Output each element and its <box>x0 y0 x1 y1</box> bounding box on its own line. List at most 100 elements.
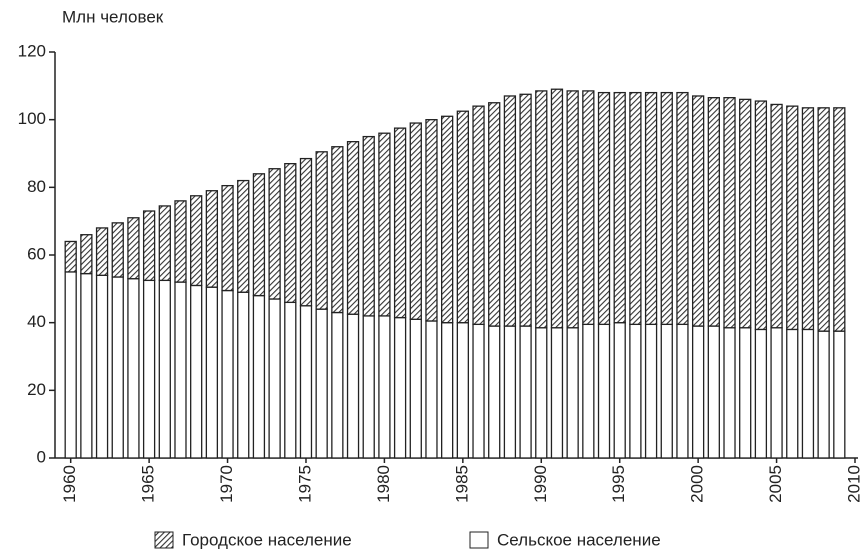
bar-segment <box>613 322 626 459</box>
bar-segment <box>158 279 171 459</box>
bar-segment <box>660 91 673 326</box>
bar-segment <box>754 100 768 331</box>
legend-label: Сельское население <box>497 530 661 549</box>
bar-segment <box>221 289 234 459</box>
y-tick-label: 40 <box>27 312 46 331</box>
bar-segment <box>582 323 595 459</box>
bar-segment <box>739 98 752 329</box>
bar-segment <box>331 146 344 314</box>
bar-segment <box>597 91 611 326</box>
bar-segment <box>817 107 830 332</box>
y-axis-label: Млн человек <box>62 7 164 26</box>
bar-segment <box>190 284 203 459</box>
bar-segment <box>660 323 673 459</box>
bar-segment <box>472 323 485 459</box>
bar-segment <box>535 90 548 329</box>
bar-segment <box>519 325 532 459</box>
bar-segment <box>472 105 485 326</box>
bar-segment <box>237 179 250 293</box>
bar-segment <box>362 315 375 459</box>
bar-segment <box>346 313 360 459</box>
bar-segment <box>299 157 313 307</box>
bar-segment <box>754 328 768 459</box>
x-tick-label: 2010 <box>844 465 863 503</box>
y-tick-label: 60 <box>27 244 46 263</box>
bar-segment <box>284 162 297 304</box>
bar-segment <box>456 322 469 459</box>
bar-segment <box>441 115 454 324</box>
bar-segment <box>409 122 422 320</box>
x-tick-label: 1985 <box>452 465 471 503</box>
bar-segment <box>801 107 815 331</box>
bar-segment <box>691 325 705 459</box>
y-tick-label: 20 <box>27 380 46 399</box>
bar-segment <box>64 271 77 459</box>
bar-segment <box>629 323 642 459</box>
bar-segment <box>268 168 281 300</box>
x-tick-label: 1980 <box>374 465 393 503</box>
bar-segment <box>158 205 171 282</box>
bar-segment <box>503 325 517 459</box>
bar-segment <box>299 305 313 459</box>
bar-segment <box>95 227 109 276</box>
bar-segment <box>566 327 579 459</box>
bar-segment <box>629 91 642 326</box>
bar-segment <box>80 234 93 275</box>
bar-segment <box>127 278 140 459</box>
bar-segment <box>550 88 564 329</box>
bar-segment <box>582 90 595 326</box>
bar-segment <box>393 127 407 319</box>
bar-segment <box>315 308 328 459</box>
bar-segment <box>503 95 517 327</box>
x-tick-label: 1960 <box>60 465 79 503</box>
bar-segment <box>488 325 501 459</box>
y-tick-label: 100 <box>18 109 46 128</box>
bar-segment <box>190 195 203 287</box>
bar-segment <box>142 210 156 282</box>
bar-segment <box>80 272 93 459</box>
x-tick-label: 1970 <box>217 465 236 503</box>
bar-segment <box>597 323 611 459</box>
bar-segment <box>111 222 124 278</box>
bar-segment <box>550 327 564 459</box>
y-tick-label: 120 <box>18 41 46 60</box>
bar-segment <box>707 325 720 459</box>
bar-segment <box>284 301 297 459</box>
x-tick-label: 1990 <box>531 465 550 503</box>
bar-segment <box>346 141 360 315</box>
bar-segment <box>127 217 140 280</box>
x-tick-label: 1965 <box>139 465 158 503</box>
bar-segment <box>425 320 438 459</box>
bar-segment <box>441 322 454 459</box>
bar-segment <box>393 316 407 459</box>
bar-segment <box>833 107 846 332</box>
bar-segment <box>174 281 187 459</box>
bar-segment <box>315 151 328 310</box>
bar-segment <box>142 279 156 459</box>
bar-segment <box>95 274 109 459</box>
bar-segment <box>786 105 799 331</box>
bar-segment <box>425 119 438 322</box>
bar-segment <box>644 323 658 459</box>
bar-segment <box>817 330 830 459</box>
legend-label: Городское население <box>182 530 352 549</box>
bar-segment <box>723 327 736 459</box>
bar-segment <box>833 330 846 459</box>
y-tick-label: 80 <box>27 177 46 196</box>
x-tick-label: 2000 <box>688 465 707 503</box>
x-tick-label: 2005 <box>766 465 785 503</box>
bar-segment <box>174 200 187 283</box>
bar-segment <box>221 184 234 292</box>
bar-segment <box>676 91 689 326</box>
legend-swatch <box>469 531 489 549</box>
bar-segment <box>252 173 266 297</box>
bar-segment <box>378 315 391 459</box>
legend-swatch <box>154 531 174 549</box>
bar-segment <box>676 323 689 459</box>
bar-segment <box>237 291 250 459</box>
bar-segment <box>770 327 783 459</box>
x-tick-label: 1995 <box>609 465 628 503</box>
bar-segment <box>409 318 422 459</box>
bar-segment <box>519 93 532 327</box>
bar-segment <box>723 97 736 329</box>
